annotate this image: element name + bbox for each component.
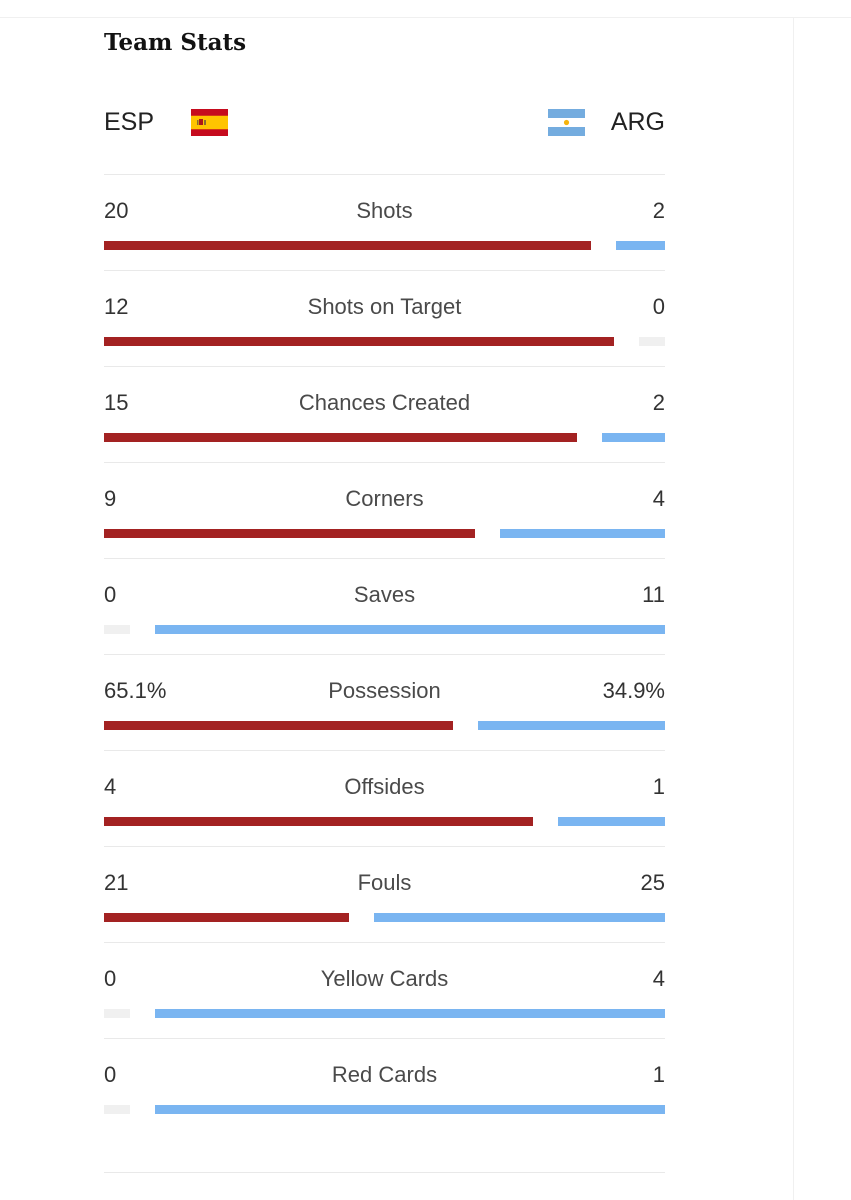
stat-row: 4 Offsides 1	[104, 750, 665, 846]
away-stat-bar	[500, 529, 665, 538]
home-stat-value: 21	[104, 870, 129, 895]
away-stat-bar	[477, 721, 665, 730]
top-divider	[0, 17, 851, 18]
stat-row: 65.1% Possession 34.9%	[104, 654, 665, 750]
home-stat-bar	[104, 529, 476, 538]
stat-bar-track	[104, 337, 665, 346]
away-stat-bar	[373, 913, 665, 922]
stat-row: 20 Shots 2	[104, 174, 665, 270]
stat-row: 0 Red Cards 1	[104, 1038, 665, 1134]
home-stat-value: 12	[104, 294, 129, 319]
stat-row: 9 Corners 4	[104, 462, 665, 558]
argentina-flag-icon	[547, 108, 585, 136]
section-title: Team Stats	[104, 29, 247, 56]
stat-label: Corners	[345, 486, 424, 511]
away-stat-bar	[155, 625, 665, 634]
away-stat-value: 0	[652, 294, 665, 319]
home-team-abbr: ESP	[104, 108, 155, 136]
away-team: ARG	[547, 104, 665, 140]
home-stat-value: 15	[104, 390, 129, 415]
home-stat-bar	[104, 241, 592, 250]
stat-bar-track	[104, 817, 665, 826]
home-stat-bar	[104, 433, 577, 442]
home-stat-value: 0	[104, 582, 117, 607]
away-stat-value: 2	[652, 390, 665, 415]
away-stat-bar	[155, 1009, 665, 1018]
stat-row: 0 Yellow Cards 4	[104, 942, 665, 1038]
stat-label: Chances Created	[298, 390, 471, 415]
home-stat-bar	[104, 1009, 130, 1018]
home-stat-value: 20	[104, 198, 129, 223]
stat-row: 0 Saves 11	[104, 558, 665, 654]
stat-label: Fouls	[357, 870, 412, 895]
away-stat-value: 34.9%	[602, 678, 665, 703]
away-stat-bar	[601, 433, 665, 442]
stat-label: Saves	[353, 582, 416, 607]
home-stat-bar	[104, 913, 349, 922]
bottom-divider	[104, 1172, 665, 1173]
away-stat-value: 4	[652, 486, 665, 511]
away-stat-value: 11	[642, 582, 665, 607]
away-stat-bar	[557, 817, 665, 826]
right-divider	[793, 18, 794, 1200]
away-stat-bar	[155, 1105, 665, 1114]
home-stat-value: 9	[104, 486, 117, 511]
stat-label: Shots	[356, 198, 413, 223]
away-stat-value: 25	[640, 870, 665, 895]
stat-bar-track	[104, 625, 665, 634]
home-team: ESP	[104, 104, 229, 140]
home-stat-bar	[104, 721, 453, 730]
home-stat-bar	[104, 817, 533, 826]
stat-row: 21 Fouls 25	[104, 846, 665, 942]
stat-label: Yellow Cards	[320, 966, 449, 991]
stat-row: 12 Shots on Target 0	[104, 270, 665, 366]
stat-bar-track	[104, 433, 665, 442]
away-stat-value: 2	[652, 198, 665, 223]
stat-label: Offsides	[344, 774, 425, 799]
home-stat-value: 0	[104, 1062, 117, 1087]
away-stat-value: 1	[652, 774, 665, 799]
stat-bar-track	[104, 1105, 665, 1114]
stat-bar-track	[104, 1009, 665, 1018]
stat-label: Red Cards	[331, 1062, 438, 1087]
stat-label: Shots on Target	[307, 294, 462, 319]
stat-row: 15 Chances Created 2	[104, 366, 665, 462]
stat-bar-track	[104, 913, 665, 922]
home-stat-value: 65.1%	[104, 678, 167, 703]
stat-bar-track	[104, 721, 665, 730]
away-stat-bar	[639, 337, 665, 346]
away-stat-value: 1	[652, 1062, 665, 1087]
away-stat-value: 4	[652, 966, 665, 991]
away-stat-bar	[616, 241, 665, 250]
home-stat-value: 0	[104, 966, 117, 991]
home-stat-bar	[104, 1105, 130, 1114]
home-stat-bar	[104, 625, 130, 634]
stat-bar-track	[104, 529, 665, 538]
stats-list: 20 Shots 2 12 Shots on Target 0 15 Chances Crea…	[104, 174, 665, 1134]
home-stat-bar	[104, 337, 614, 346]
teams-header: ESP ARG	[104, 104, 665, 140]
spain-flag-icon	[191, 108, 229, 136]
away-team-abbr: ARG	[610, 108, 665, 136]
stat-label: Possession	[328, 678, 441, 703]
stat-bar-track	[104, 241, 665, 250]
home-stat-value: 4	[104, 774, 117, 799]
